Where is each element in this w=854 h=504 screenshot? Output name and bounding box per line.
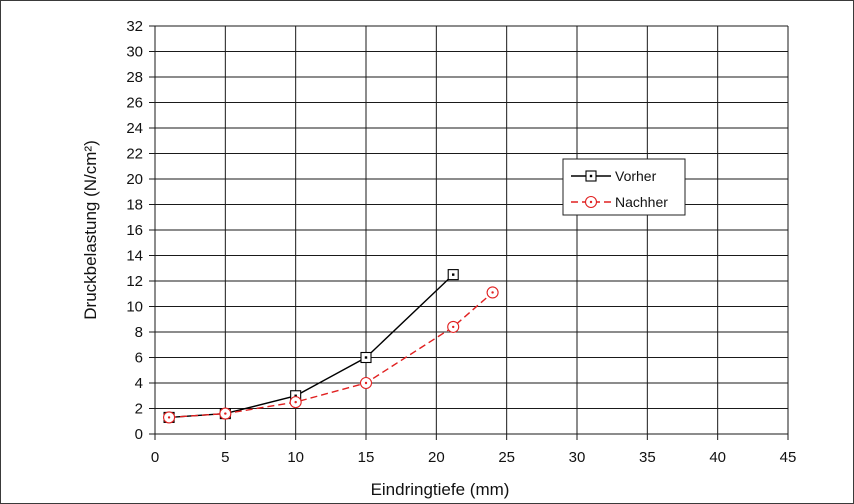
legend-label-vorher: Vorher [615,168,657,184]
series-line-vorher [169,274,454,419]
legend: Vorher Nachher [562,158,686,216]
x-tick-label: 35 [639,449,656,466]
y-tick-label: 24 [126,120,143,137]
data-point-vorher-dot [364,356,368,359]
x-tick-label: 10 [287,449,304,466]
legend-marker-vorher-dot [589,174,593,178]
legend-items: Vorher Nachher [571,168,668,210]
y-tick-label: 30 [126,44,143,61]
series-layer [169,274,494,419]
y-tick-label: 14 [126,248,143,265]
marker-layer [163,269,499,424]
x-tick-label: 25 [498,449,515,466]
y-tick-label: 18 [126,197,143,214]
y-tick-label: 0 [135,426,143,443]
y-tick-label: 10 [126,299,143,316]
y-tick-label: 12 [126,273,143,290]
data-point-nachher-dot [452,325,455,329]
y-tick-label: 26 [126,95,143,112]
y-tick-label: 32 [126,18,143,35]
x-tick-label: 5 [221,449,229,466]
x-axis-title: Eindringtiefe (mm) [371,480,510,499]
legend-label-nachher: Nachher [615,194,668,210]
y-tick-label: 2 [135,401,143,418]
data-point-nachher-dot [294,400,297,404]
data-point-nachher-dot [167,416,171,419]
x-tick-label: 45 [780,449,797,466]
y-tick-label: 16 [126,222,143,239]
x-tick-label: 0 [151,449,159,466]
legend-marker-nachher-dot [589,200,593,204]
y-tick-label: 4 [135,375,143,392]
y-tick-label: 20 [126,171,143,188]
data-point-nachher-dot [224,412,227,415]
y-tick-label: 22 [126,146,143,163]
series-line-nachher [169,291,494,419]
legend-box [562,158,686,216]
y-tick-label: 28 [126,69,143,86]
grid [149,25,789,440]
x-tick-label: 20 [428,449,445,466]
data-point-vorher-dot [294,394,297,397]
data-point-nachher-dot [364,381,368,385]
y-tick-label: 8 [135,324,143,341]
x-tick-label: 40 [709,449,726,466]
data-point-vorher-dot [452,273,455,276]
x-tick-label: 15 [358,449,375,466]
data-point-nachher-dot [491,291,494,294]
y-axis-title: Druckbelastung (N/cm²) [81,140,100,320]
x-tick-label: 30 [569,449,586,466]
y-tick-label: 6 [135,350,143,367]
